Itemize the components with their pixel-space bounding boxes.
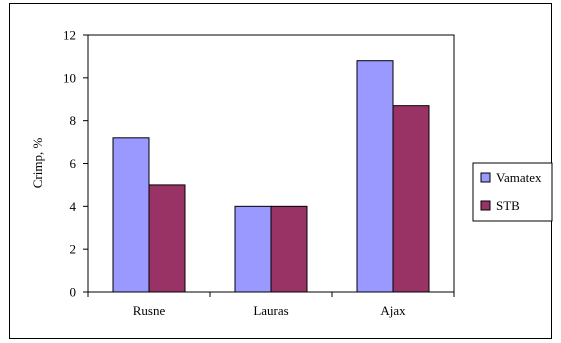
bars xyxy=(112,60,430,293)
bar-stb-lauras xyxy=(270,205,308,293)
bar-stb-ajax xyxy=(392,105,430,293)
y-axis: 0 2 4 6 8 10 12 xyxy=(63,28,88,300)
x-tick-label: Ajax xyxy=(380,303,406,318)
bar-stb-rusne xyxy=(148,184,186,293)
legend-swatch xyxy=(480,200,491,211)
y-tick-label: 10 xyxy=(63,70,76,85)
y-tick-label: 12 xyxy=(63,28,76,43)
y-axis-title: Crimp, % xyxy=(30,138,45,189)
y-tick-label: 4 xyxy=(70,199,77,214)
legend-label: Vamatex xyxy=(496,170,542,185)
bar-vamatex-lauras xyxy=(234,205,272,293)
legend-swatch xyxy=(480,172,491,183)
y-tick-label: 8 xyxy=(70,113,77,128)
y-tick-label: 0 xyxy=(70,285,77,300)
bar-vamatex-ajax xyxy=(356,60,394,293)
y-tick-label: 2 xyxy=(70,242,77,257)
y-tick-label: 6 xyxy=(70,156,77,171)
legend: Vamatex STB xyxy=(472,162,553,222)
legend-label: STB xyxy=(496,198,520,213)
x-tick-label: Rusne xyxy=(133,303,166,318)
x-tick-label: Lauras xyxy=(253,303,288,318)
bar-vamatex-rusne xyxy=(112,137,150,293)
x-axis: Rusne Lauras Ajax xyxy=(87,292,455,318)
